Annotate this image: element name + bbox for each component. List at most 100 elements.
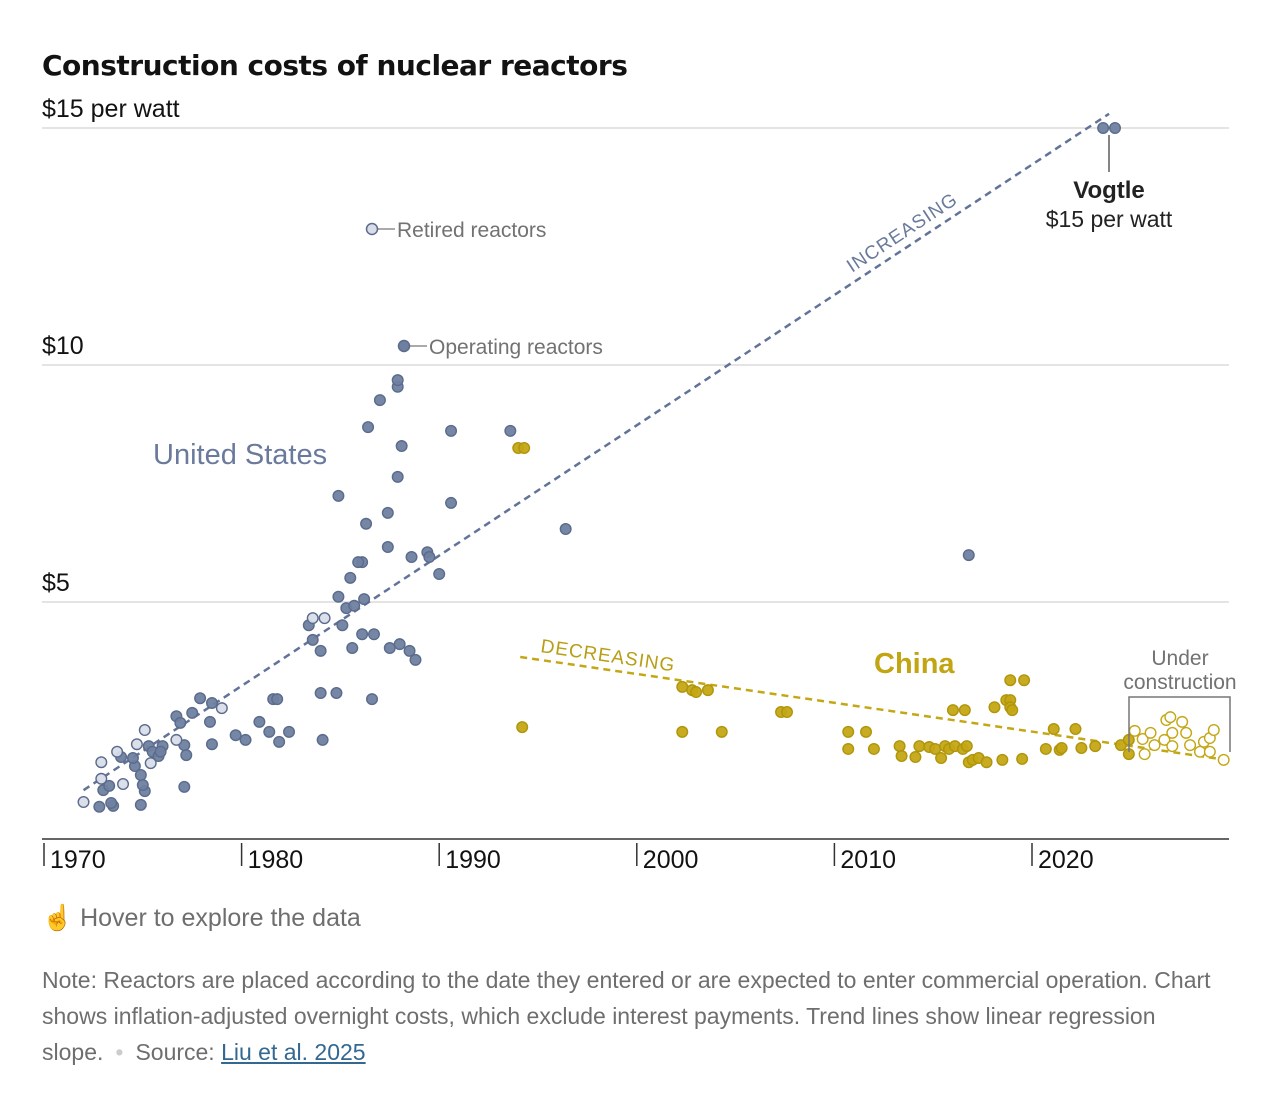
data-point[interactable]	[895, 750, 908, 763]
data-point[interactable]	[1184, 739, 1197, 752]
data-point[interactable]	[367, 628, 380, 641]
data-point[interactable]	[136, 778, 149, 791]
data-point[interactable]	[1176, 715, 1189, 728]
data-point[interactable]	[117, 778, 130, 791]
data-point[interactable]	[1089, 740, 1102, 753]
data-point[interactable]	[935, 751, 948, 764]
data-point[interactable]	[403, 644, 416, 657]
data-point[interactable]	[186, 706, 199, 719]
data-point[interactable]	[1006, 704, 1019, 717]
data-point[interactable]	[960, 740, 973, 753]
data-point[interactable]	[1138, 748, 1151, 761]
data-point[interactable]	[1180, 726, 1193, 739]
data-point[interactable]	[205, 738, 218, 751]
data-point[interactable]	[95, 772, 108, 785]
data-point[interactable]	[909, 750, 922, 763]
data-point[interactable]	[134, 769, 147, 782]
data-point[interactable]	[867, 742, 880, 755]
source-link[interactable]: Liu et al. 2025	[221, 1039, 366, 1065]
data-point[interactable]	[373, 394, 386, 407]
data-point[interactable]	[996, 753, 1009, 766]
data-point[interactable]	[391, 470, 404, 483]
data-point[interactable]	[893, 740, 906, 753]
data-point[interactable]	[1097, 121, 1110, 134]
data-point[interactable]	[336, 619, 349, 632]
data-point[interactable]	[860, 725, 873, 738]
data-point[interactable]	[1047, 723, 1060, 736]
data-point[interactable]	[445, 496, 458, 509]
data-point[interactable]	[381, 506, 394, 519]
data-point[interactable]	[1217, 753, 1230, 766]
data-point[interactable]	[134, 798, 147, 811]
data-point[interactable]	[346, 641, 359, 654]
data-point[interactable]	[946, 704, 959, 717]
data-point[interactable]	[306, 612, 319, 625]
data-point[interactable]	[962, 549, 975, 562]
data-point[interactable]	[913, 740, 926, 753]
data-point[interactable]	[180, 749, 193, 762]
data-point[interactable]	[409, 653, 422, 666]
data-point[interactable]	[174, 716, 187, 729]
data-point[interactable]	[273, 735, 286, 748]
data-point[interactable]	[253, 715, 266, 728]
data-point[interactable]	[360, 517, 373, 530]
data-point[interactable]	[405, 550, 418, 563]
data-point[interactable]	[395, 440, 408, 453]
data-point[interactable]	[1039, 742, 1052, 755]
data-point[interactable]	[383, 641, 396, 654]
data-point[interactable]	[306, 633, 319, 646]
data-point[interactable]	[348, 599, 361, 612]
data-point[interactable]	[352, 556, 365, 569]
data-point[interactable]	[780, 705, 793, 718]
data-point[interactable]	[330, 687, 343, 700]
data-point[interactable]	[194, 692, 207, 705]
data-point[interactable]	[1128, 724, 1141, 737]
data-point[interactable]	[111, 745, 124, 758]
data-point[interactable]	[516, 721, 529, 734]
data-point[interactable]	[366, 693, 379, 706]
data-point[interactable]	[393, 638, 406, 651]
data-point[interactable]	[1144, 726, 1157, 739]
data-point[interactable]	[842, 742, 855, 755]
data-point[interactable]	[1164, 711, 1177, 724]
data-point[interactable]	[138, 723, 151, 736]
data-point[interactable]	[958, 704, 971, 717]
data-point[interactable]	[690, 686, 703, 699]
data-point[interactable]	[316, 733, 329, 746]
data-point[interactable]	[676, 725, 689, 738]
data-point[interactable]	[1166, 726, 1179, 739]
data-point[interactable]	[203, 715, 216, 728]
data-point[interactable]	[715, 725, 728, 738]
data-point[interactable]	[229, 729, 242, 742]
data-point[interactable]	[504, 424, 517, 437]
data-point[interactable]	[154, 745, 167, 758]
data-point[interactable]	[130, 738, 143, 751]
data-point[interactable]	[314, 644, 327, 657]
data-point[interactable]	[263, 725, 276, 738]
data-point[interactable]	[1018, 674, 1031, 687]
data-point[interactable]	[988, 701, 1001, 714]
data-point[interactable]	[318, 612, 331, 625]
data-point[interactable]	[423, 550, 436, 563]
data-point[interactable]	[332, 590, 345, 603]
scatter-chart[interactable]: Construction costs of nuclear reactors $…	[0, 0, 1284, 900]
data-point[interactable]	[362, 421, 375, 434]
data-point[interactable]	[1075, 741, 1088, 754]
data-point[interactable]	[1108, 121, 1121, 134]
data-point[interactable]	[215, 702, 228, 715]
data-point[interactable]	[1148, 739, 1161, 752]
data-point[interactable]	[518, 441, 531, 454]
data-point[interactable]	[93, 800, 106, 813]
data-point[interactable]	[391, 374, 404, 387]
data-point[interactable]	[358, 593, 371, 606]
data-point[interactable]	[1055, 741, 1068, 754]
data-point[interactable]	[1004, 674, 1017, 687]
data-point[interactable]	[1207, 723, 1220, 736]
data-point[interactable]	[95, 756, 108, 769]
data-point[interactable]	[144, 757, 157, 770]
data-point[interactable]	[283, 725, 296, 738]
data-point[interactable]	[433, 568, 446, 581]
data-point[interactable]	[1203, 745, 1216, 758]
data-point[interactable]	[1166, 740, 1179, 753]
data-point[interactable]	[314, 687, 327, 700]
